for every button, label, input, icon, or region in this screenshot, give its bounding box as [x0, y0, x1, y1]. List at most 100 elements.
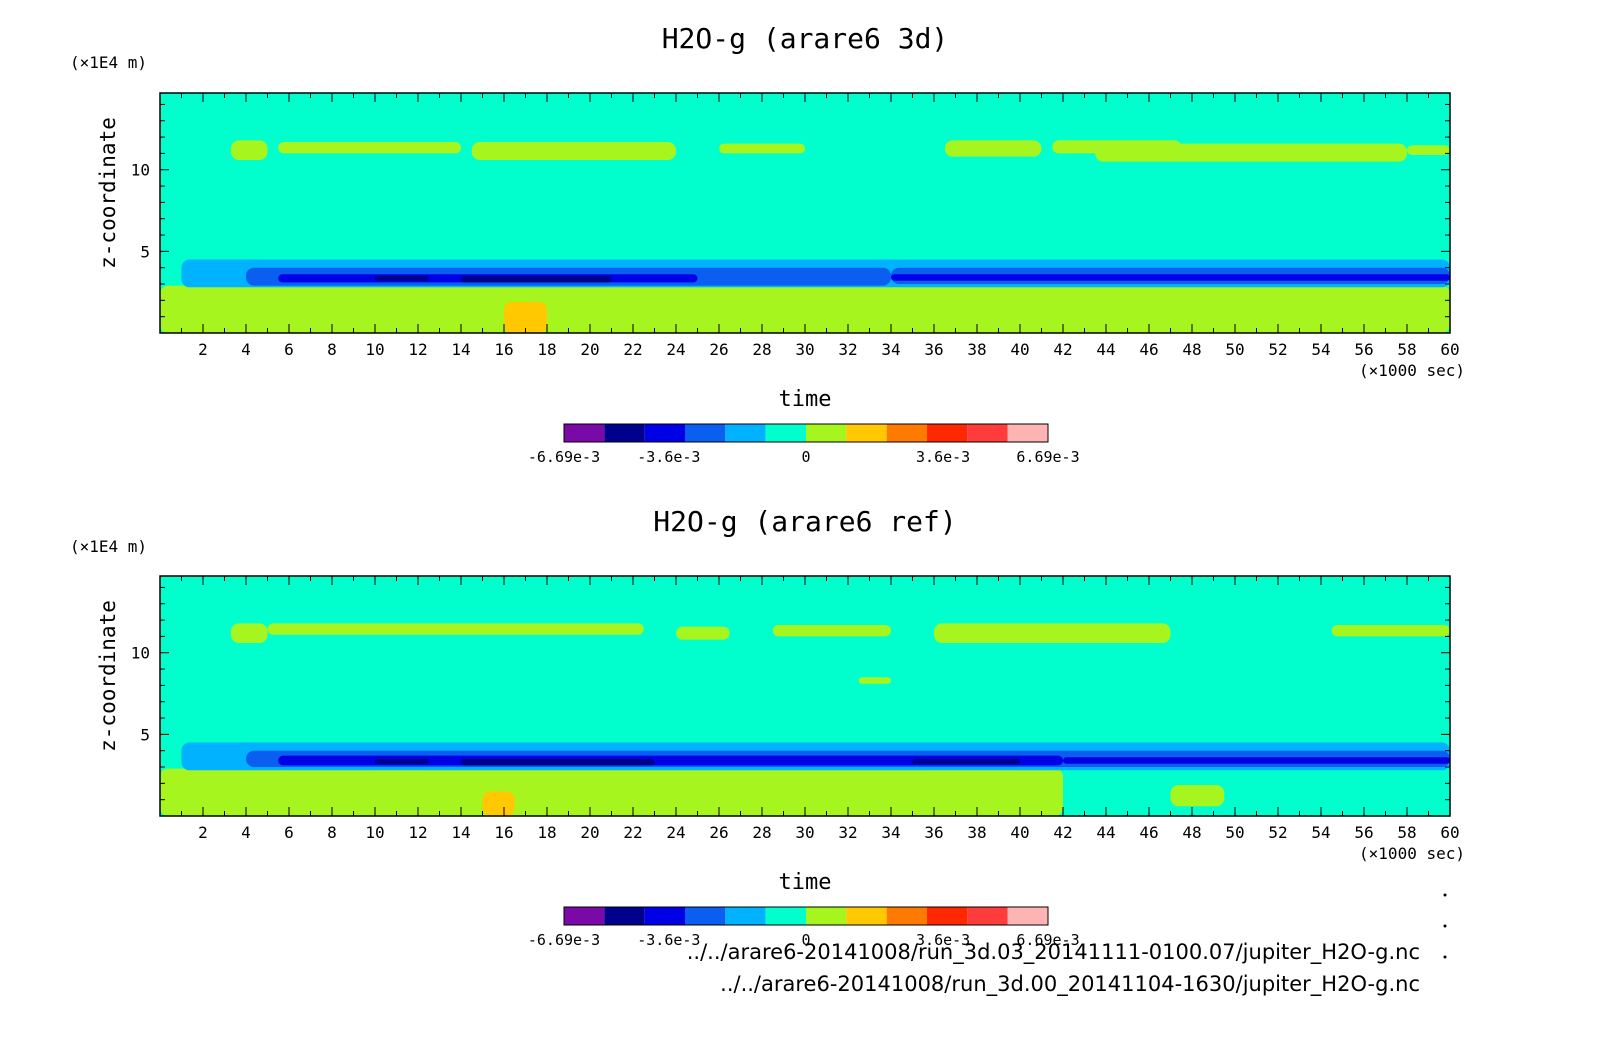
colorbar-segment — [564, 907, 605, 925]
x-tick-label: 26 — [709, 823, 728, 842]
x-tick-label: 4 — [241, 823, 251, 842]
y-tick-label: 5 — [140, 725, 150, 744]
contour-region — [504, 301, 547, 333]
x-tick-label: 22 — [623, 823, 642, 842]
colorbar-segment — [806, 907, 847, 925]
x-tick-label: 24 — [666, 823, 685, 842]
contour-region — [934, 623, 1171, 643]
contour-region — [912, 758, 1020, 764]
x-unit-label: (×1000 sec) — [1359, 361, 1465, 380]
x-tick-label: 56 — [1354, 340, 1373, 359]
colorbar-segment — [685, 424, 726, 442]
colorbar-segment — [927, 424, 968, 442]
x-tick-label: 48 — [1182, 340, 1201, 359]
colorbar-label: 6.69e-3 — [1016, 931, 1079, 949]
x-tick-label: 18 — [537, 340, 556, 359]
colorbar-segment — [604, 424, 645, 442]
marker-dot — [1443, 955, 1447, 959]
colorbar-label: -6.69e-3 — [528, 931, 600, 949]
chart-panel-1: H2O-g (arare6 3d)(×1E4 m)2 4 6 8 10 12 14 16 18 2… — [70, 22, 1465, 466]
x-tick-label: 46 — [1139, 340, 1158, 359]
x-tick-label: 12 — [408, 340, 427, 359]
colorbar-segment — [1007, 907, 1048, 925]
x-tick-label: 20 — [580, 340, 599, 359]
colorbar-segment — [725, 424, 766, 442]
x-tick-label: 44 — [1096, 823, 1115, 842]
x-tick-label: 26 — [709, 340, 728, 359]
contour-region — [471, 141, 676, 160]
colorbar-segment — [846, 907, 887, 925]
x-tick-label: 28 — [752, 823, 771, 842]
contour-region — [267, 623, 644, 635]
y-unit-label: (×1E4 m) — [70, 53, 147, 72]
colorbar-segment — [604, 907, 645, 925]
x-tick-label: 52 — [1268, 340, 1287, 359]
colorbar-label: 0 — [801, 448, 810, 466]
chart-panel-2: H2O-g (arare6 ref)(×1E4 m)2 4 6 8 10 12 14 16 18… — [70, 505, 1465, 949]
x-tick-label: 34 — [881, 340, 900, 359]
y-tick-label: 10 — [131, 161, 150, 180]
x-tick-label: 44 — [1096, 340, 1115, 359]
x-tick-label: 50 — [1225, 823, 1244, 842]
colorbar-frame — [563, 423, 1049, 443]
x-tick-label: 30 — [795, 340, 814, 359]
x-tick-label: 16 — [494, 823, 513, 842]
x-tick-label: 20 — [580, 823, 599, 842]
x-tick-label: 32 — [838, 340, 857, 359]
contour-region — [1331, 624, 1450, 637]
contour-region — [375, 275, 429, 281]
x-tick-label: 56 — [1354, 823, 1373, 842]
contour-region — [1063, 757, 1450, 764]
contour-region — [676, 626, 730, 640]
colorbar-frame — [563, 906, 1049, 926]
x-tick-label: 54 — [1311, 340, 1330, 359]
x-tick-label: 32 — [838, 823, 857, 842]
contour-region — [160, 285, 1450, 333]
colorbar-label: -6.69e-3 — [528, 448, 600, 466]
colorbar-segment — [685, 907, 726, 925]
contour-region — [891, 274, 1450, 281]
y-unit-label: (×1E4 m) — [70, 537, 147, 556]
x-tick-label: 18 — [537, 823, 556, 842]
x-tick-label: 12 — [408, 823, 427, 842]
x-tick-label: 34 — [881, 823, 900, 842]
x-tick-label: 48 — [1182, 823, 1201, 842]
x-tick-label: 36 — [924, 823, 943, 842]
contour-region — [772, 624, 891, 637]
x-tick-label: 6 — [284, 823, 294, 842]
x-axis-label: time — [779, 387, 832, 412]
colorbar-segment — [806, 424, 847, 442]
x-tick-label: 2 — [198, 340, 208, 359]
x-tick-label: 36 — [924, 340, 943, 359]
x-tick-label: 40 — [1010, 823, 1029, 842]
contour-region — [482, 791, 515, 816]
y-axis-label: z-coordinate — [96, 600, 120, 752]
x-tick-label: 60 — [1440, 340, 1459, 359]
contour-region — [1407, 145, 1450, 156]
contour-region — [1095, 143, 1407, 162]
colorbar-segment — [644, 424, 685, 442]
y-tick-label: 10 — [131, 644, 150, 663]
x-tick-label: 28 — [752, 340, 771, 359]
source-file-path-1: ../../arare6-20141008/run_3d.03_20141111… — [686, 940, 1420, 964]
plot-area — [160, 93, 1450, 333]
contour-region — [1170, 784, 1225, 807]
y-tick-label: 5 — [140, 242, 150, 261]
colorbar-label: -3.6e-3 — [637, 448, 700, 466]
contour-region — [160, 768, 1063, 816]
colorbar-label: 3.6e-3 — [916, 448, 970, 466]
x-tick-label: 60 — [1440, 823, 1459, 842]
colorbar-label: 0 — [801, 931, 810, 949]
x-tick-label: 58 — [1397, 823, 1416, 842]
colorbar-segment — [765, 907, 806, 925]
colorbar-label: 6.69e-3 — [1016, 448, 1079, 466]
contour-region — [230, 623, 268, 643]
x-tick-label: 38 — [967, 823, 986, 842]
x-tick-label: 40 — [1010, 340, 1029, 359]
x-tick-label: 14 — [451, 823, 470, 842]
x-tick-label: 22 — [623, 340, 642, 359]
plot-area — [160, 576, 1450, 816]
x-tick-label: 8 — [327, 340, 337, 359]
x-tick-label: 58 — [1397, 340, 1416, 359]
